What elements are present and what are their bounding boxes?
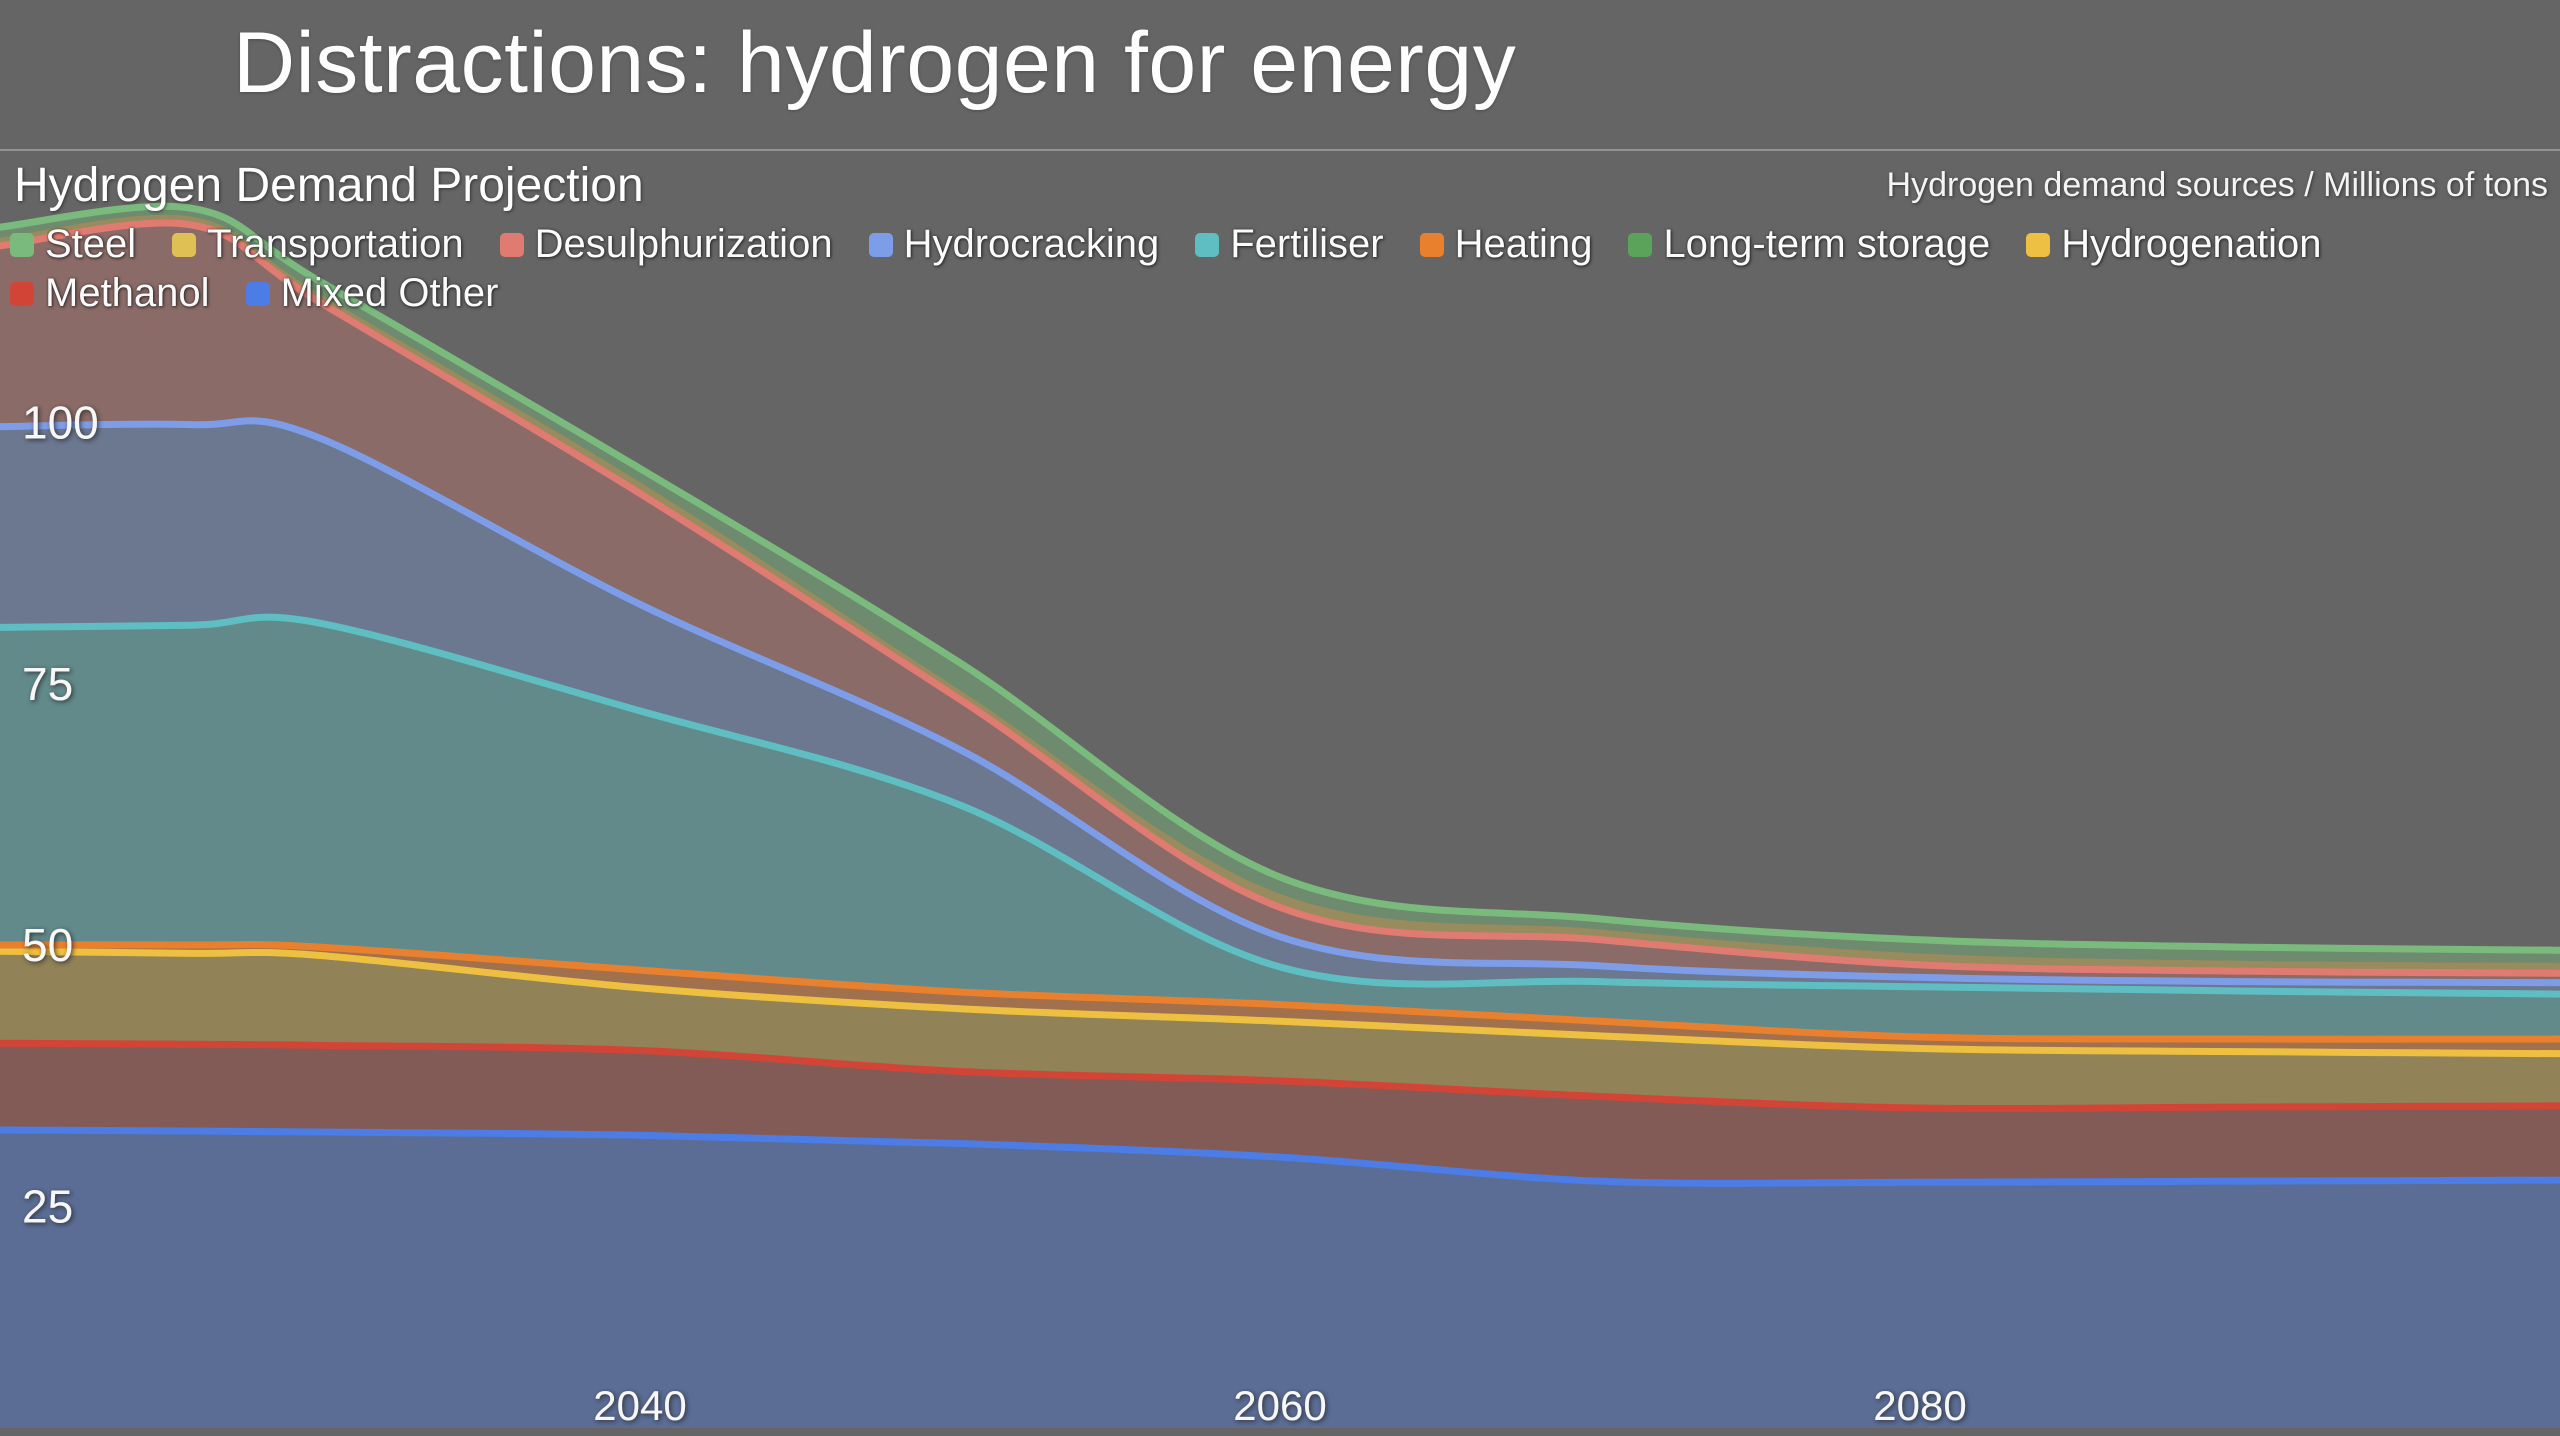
series-line-hydrocracking bbox=[0, 417, 2560, 987]
series-line-fertiliser bbox=[0, 613, 2560, 998]
legend-swatch-steel bbox=[10, 232, 34, 257]
x-tick-2040: 2040 bbox=[593, 1382, 686, 1429]
unit-label: Hydrogen demand sources / Millions of to… bbox=[1886, 166, 2548, 204]
y-tick-50: 50 bbox=[22, 919, 73, 971]
legend-item-methanol[interactable]: Methanol bbox=[10, 271, 210, 316]
legend-label: Transportation bbox=[207, 222, 464, 266]
title-divider bbox=[0, 149, 2560, 151]
legend-item-heating[interactable]: Heating bbox=[1419, 222, 1593, 267]
slide-title: Distractions: hydrogen for energy bbox=[233, 15, 1517, 111]
series-line-heating bbox=[0, 941, 2560, 1043]
area-band-hydrocracking bbox=[0, 420, 2560, 995]
area-band-methanol bbox=[0, 1043, 2560, 1184]
legend-label: Steel bbox=[45, 222, 137, 266]
series-line-mixed-other bbox=[0, 1126, 2560, 1187]
legend-item-hydrocracking[interactable]: Hydrocracking bbox=[868, 222, 1160, 267]
legend-swatch-transportation bbox=[172, 232, 197, 257]
stacked-area-chart: 25 50 75 100 2040 2060 2080 bbox=[0, 202, 2560, 1429]
y-tick-25: 25 bbox=[22, 1180, 73, 1232]
legend-label: Mixed Other bbox=[280, 271, 499, 315]
legend-item-hydrogenation[interactable]: Hydrogenation bbox=[2026, 222, 2321, 267]
legend-item-fertiliser[interactable]: Fertiliser bbox=[1195, 222, 1384, 267]
legend-swatch-mixed-other bbox=[245, 281, 270, 306]
area-band-fertiliser bbox=[0, 617, 2560, 1040]
series-line-steel bbox=[0, 202, 2560, 954]
legend-label: Fertiliser bbox=[1230, 222, 1384, 266]
series-line-desulphurization bbox=[0, 219, 2560, 977]
y-tick-75: 75 bbox=[22, 658, 73, 710]
legend-label: Desulphurization bbox=[534, 222, 833, 266]
legend-label: Hydrogenation bbox=[2061, 222, 2322, 266]
chart-title: Hydrogen Demand Projection bbox=[14, 159, 644, 212]
area-band-mixed-other bbox=[0, 1129, 2560, 1428]
legend-item-long-term-storage[interactable]: Long-term storage bbox=[1628, 222, 1990, 267]
x-tick-2060: 2060 bbox=[1233, 1382, 1326, 1429]
legend-swatch-fertiliser bbox=[1195, 232, 1220, 257]
legend-swatch-hydrogenation bbox=[2026, 232, 2051, 257]
legend-item-mixed-other[interactable]: Mixed Other bbox=[245, 271, 499, 316]
series-line-hydrogenation bbox=[0, 947, 2560, 1058]
legend-swatch-hydrocracking bbox=[868, 232, 893, 257]
legend-label: Heating bbox=[1454, 222, 1593, 266]
legend-label: Long-term storage bbox=[1663, 222, 1991, 266]
y-tick-100: 100 bbox=[22, 397, 99, 449]
legend-label: Hydrocracking bbox=[903, 222, 1160, 266]
legend-item-steel[interactable]: Steel bbox=[10, 222, 136, 267]
legend-item-transportation[interactable]: Transportation bbox=[172, 222, 464, 267]
legend-label: Methanol bbox=[45, 271, 210, 315]
legend-swatch-methanol bbox=[10, 281, 34, 306]
legend-swatch-long-term-storage bbox=[1628, 232, 1653, 257]
series-line-methanol bbox=[0, 1039, 2560, 1113]
legend-swatch-heating bbox=[1419, 232, 1444, 257]
x-tick-2080: 2080 bbox=[1873, 1382, 1966, 1429]
legend: Steel Transportation Desulphurization Hydro… bbox=[10, 222, 2555, 316]
legend-swatch-desulphurization bbox=[499, 232, 524, 257]
legend-item-desulphurization[interactable]: Desulphurization bbox=[499, 222, 833, 267]
